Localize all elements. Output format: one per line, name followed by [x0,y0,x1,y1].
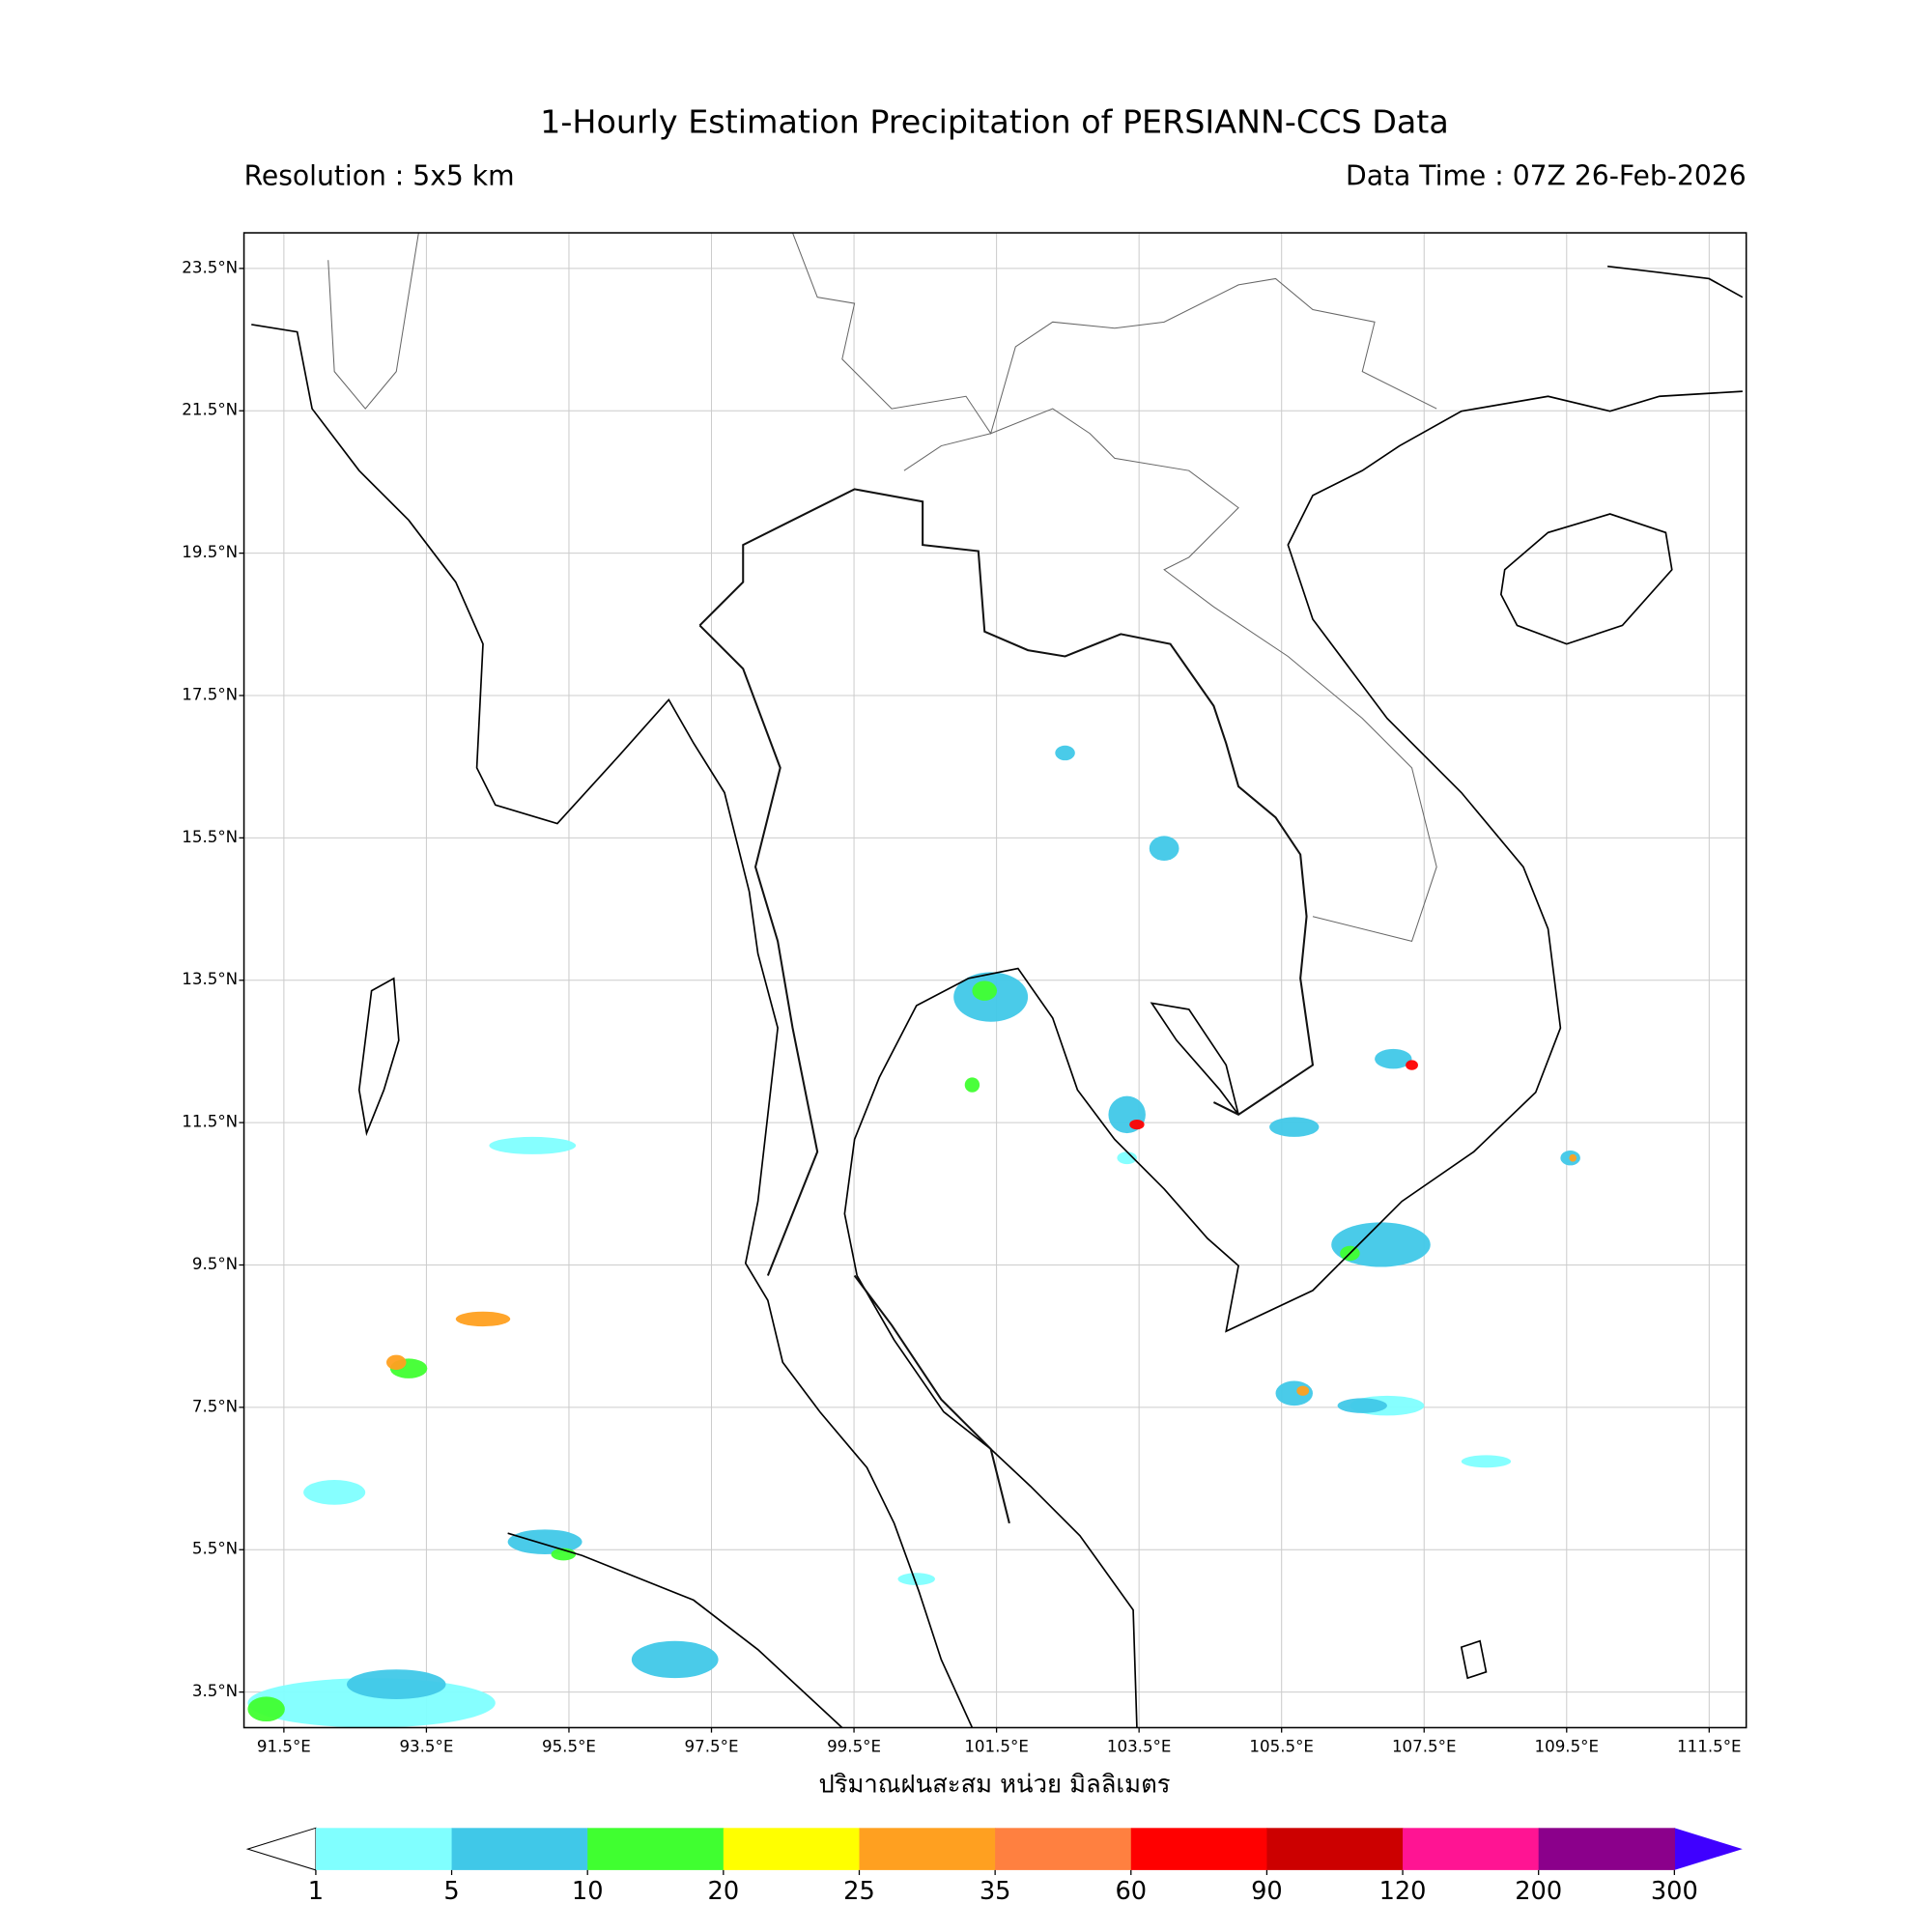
rain-cell [1375,1048,1412,1069]
y-tick-label: 3.5°N [192,1682,238,1700]
x-tick-label: 97.5°E [685,1737,739,1755]
rain-cell [1337,1398,1387,1413]
colorbar-segment [1266,1828,1404,1870]
colorbar-label: 300 [1651,1877,1698,1906]
x-tick-label: 95.5°E [542,1737,596,1755]
rain-cell [972,980,998,1001]
colorbar-label: 25 [843,1877,875,1906]
x-tick-label: 107.5°E [1392,1737,1457,1755]
island [1460,1639,1488,1680]
border [792,232,1437,435]
colorbar-segment [859,1828,996,1870]
rain-cell [455,1311,511,1327]
rain-cell [346,1669,446,1699]
coastline [1607,265,1744,298]
x-tick-label: 93.5°E [399,1737,453,1755]
x-tick-label: 109.5°E [1535,1737,1600,1755]
rain-cell [1296,1385,1310,1396]
y-tick-label: 23.5°N [182,258,238,276]
colorbar-under [245,1827,317,1871]
coastline [251,324,974,1728]
x-tick-label: 105.5°E [1249,1737,1314,1755]
y-tick-label: 17.5°N [182,685,238,703]
rain-cell [631,1640,719,1679]
colorbar-segment [1130,1828,1268,1870]
title: 1-Hourly Estimation Precipitation of PER… [540,103,1449,141]
x-label: ปริมาณฝนสะสม หน่วย มิลลิเมตร [818,1771,1170,1800]
island [357,977,400,1137]
colorbar-label: 5 [443,1877,459,1906]
thailand-border [698,488,1315,1524]
colorbar-label: 200 [1515,1877,1562,1906]
colorbar-segment [995,1828,1132,1870]
colorbar-label: 10 [572,1877,604,1906]
y-tick-label: 19.5°N [182,543,238,561]
y-tick-label: 11.5°N [182,1113,238,1131]
rain-cell [1331,1222,1431,1267]
colorbar-label: 90 [1251,1877,1283,1906]
island [1150,1002,1239,1116]
rain-cell [964,1077,980,1093]
y-tick-label: 15.5°N [182,828,238,846]
colorbar-segment [587,1828,724,1870]
border [903,408,1437,942]
colorbar-segment [1538,1828,1675,1870]
coastline [843,390,1743,1728]
colorbar-segment [723,1828,861,1870]
x-tick-label: 101.5°E [964,1737,1029,1755]
y-tick-label: 5.5°N [192,1540,238,1558]
rain-cell [1117,1151,1137,1165]
grid [243,233,1747,1728]
colorbar-label: 60 [1115,1877,1147,1906]
resolution: Resolution : 5x5 km [244,159,515,191]
coastline [507,1532,843,1729]
rain-cell [1461,1455,1512,1468]
y-tick-label: 9.5°N [192,1255,238,1273]
colorbar: 1 5 10 20 25 35 60 90 120 200 300 [245,1827,1743,1906]
rain-cell [1269,1117,1320,1137]
colorbar-label: 35 [980,1877,1011,1906]
axes: 91.5°E 93.5°E 95.5°E 97.5°E 99.5°E 101.5°E 103… [182,258,1741,1755]
rain-cell [1149,836,1179,862]
coastlines [251,265,1744,1729]
colorbar-segment [1403,1828,1540,1870]
island [1499,513,1673,645]
x-tick-label: 99.5°E [827,1737,881,1755]
colorbar-over [1674,1828,1743,1870]
data-time: Data Time : 07Z 26-Feb-2026 [1346,159,1747,191]
rain-cell [489,1136,577,1154]
rain-cell [247,1696,285,1722]
x-tick-label: 111.5°E [1677,1737,1742,1755]
rain-cell [386,1354,407,1370]
x-tick-label: 91.5°E [257,1737,311,1755]
rain-cell [1129,1119,1145,1130]
colorbar-segment [451,1828,588,1870]
colorbar-label: 20 [708,1877,740,1906]
x-tick-label: 103.5°E [1107,1737,1172,1755]
y-tick-label: 13.5°N [182,970,238,988]
colorbar-label: 120 [1379,1877,1427,1906]
rain-cell [1055,745,1075,761]
border [327,232,419,410]
colorbar-segment [315,1828,453,1870]
colorbar-label: 1 [308,1877,324,1906]
rain-cell [303,1480,366,1505]
rain-cell [1569,1153,1577,1162]
rain-cell [1406,1060,1418,1070]
y-tick-label: 21.5°N [182,401,238,419]
rain-cell [897,1573,935,1586]
precipitation [247,745,1580,1728]
y-tick-label: 7.5°N [192,1397,238,1415]
borders [327,232,1437,1524]
